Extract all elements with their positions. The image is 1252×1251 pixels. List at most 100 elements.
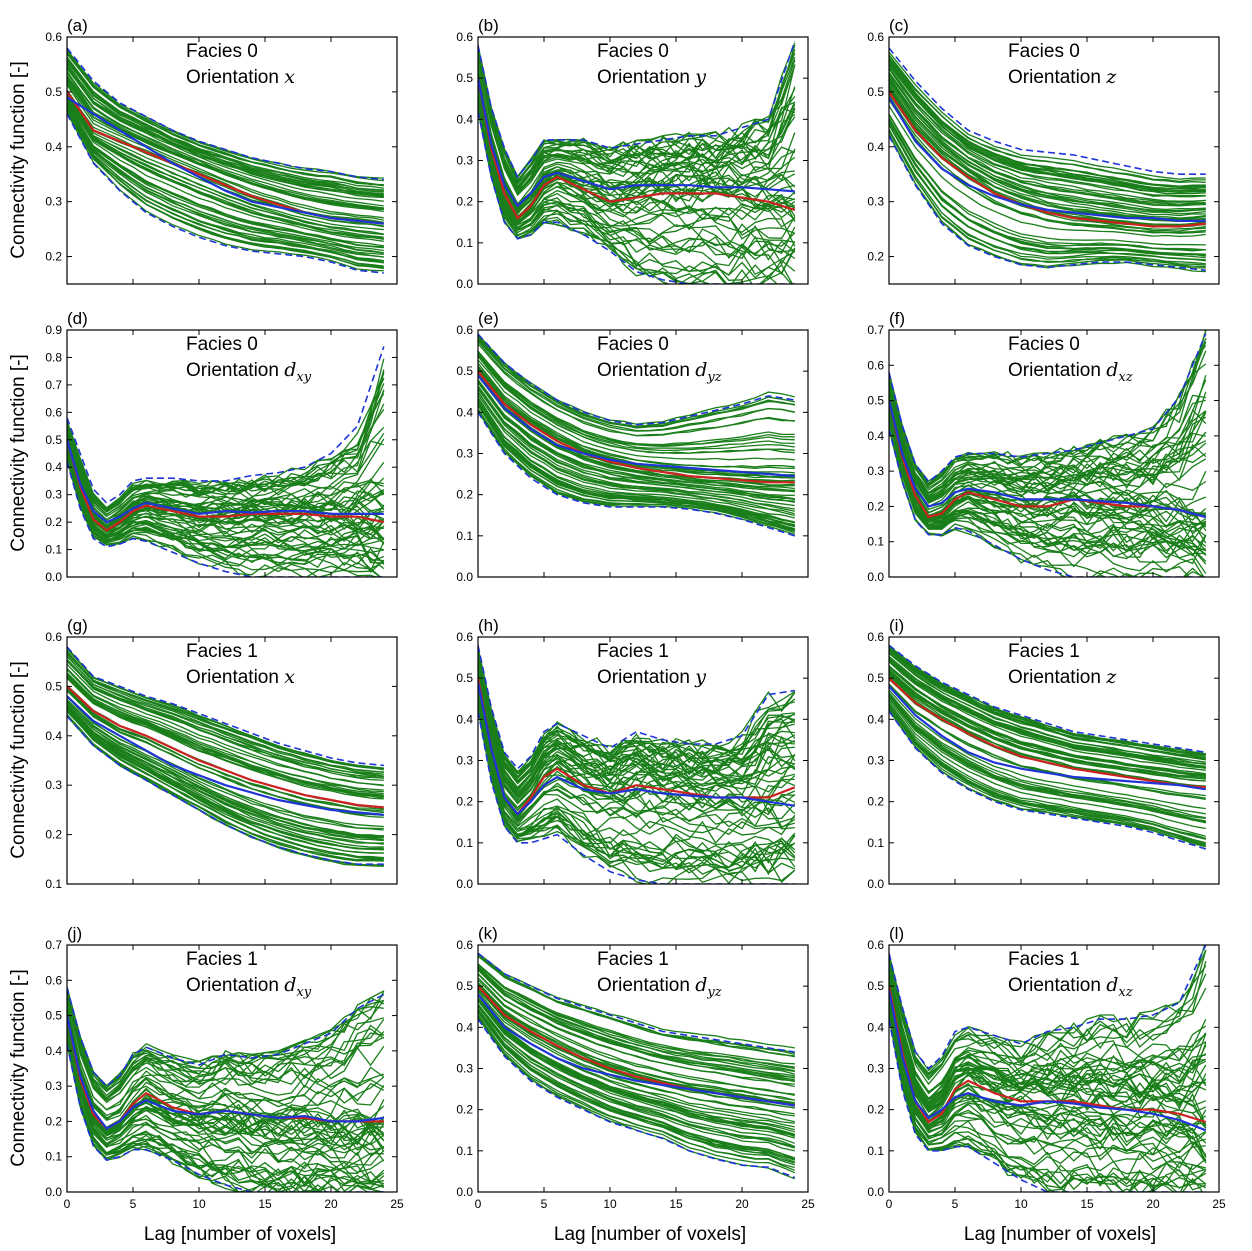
realization-line: [478, 1004, 796, 1148]
realization-line: [478, 1005, 795, 1152]
y-tick-label: 0.5: [867, 671, 884, 685]
realization-line: [478, 707, 796, 884]
reference-line: [889, 400, 1207, 519]
realization-line: [478, 98, 795, 261]
plot-area: [889, 644, 1207, 850]
envelope-upper-line: [889, 47, 1206, 175]
y-tick-label: 0.0: [456, 277, 473, 291]
facies-annotation: Facies 0: [186, 41, 258, 62]
realization-line: [478, 1000, 795, 1139]
y-tick-label: 0.5: [456, 364, 473, 378]
y-tick-label: 0.5: [867, 394, 884, 408]
realization-line: [889, 978, 1206, 1112]
realization-line: [478, 385, 795, 500]
envelope-upper-line: [67, 346, 385, 504]
realization-line: [478, 963, 795, 1065]
realization-line: [67, 103, 384, 248]
y-tick-label: 0.2: [45, 250, 62, 264]
realization-line: [889, 133, 1206, 273]
x-tick-label: 10: [192, 1197, 206, 1211]
y-tick-label: 0.4: [456, 712, 473, 726]
y-tick-label: 0.2: [456, 488, 473, 502]
y-tick-label: 0.3: [45, 195, 62, 209]
panel-label: (h): [478, 616, 499, 635]
y-axis-label: Connectivity function [-]: [8, 661, 29, 858]
y-tick-label: 0.3: [456, 154, 473, 168]
realization-line: [67, 454, 384, 562]
realization-line: [889, 80, 1206, 212]
orientation-annotation: Orientation y: [597, 66, 706, 88]
realization-line: [889, 79, 1206, 217]
y-tick-label: 0.3: [867, 195, 884, 209]
panel-label: (l): [889, 924, 904, 943]
y-tick-label: 0.2: [456, 795, 473, 809]
facies-annotation: Facies 1: [597, 949, 669, 970]
realization-line: [67, 696, 384, 830]
envelope-upper-line: [478, 645, 795, 770]
realization-line: [889, 995, 1207, 1162]
y-tick-label: 0.1: [456, 1144, 473, 1158]
reference-line: [478, 993, 795, 1107]
realization-line: [67, 659, 384, 777]
realization-line: [889, 51, 1206, 180]
realization-line: [478, 388, 795, 512]
y-tick-label: 0.2: [867, 795, 884, 809]
realization-line: [478, 964, 795, 1070]
axes-frame: [66, 36, 398, 285]
realization-line: [478, 408, 795, 534]
realization-line: [478, 659, 796, 789]
facies-annotation: Facies 0: [597, 41, 669, 62]
realization-line: [478, 397, 795, 519]
envelope-upper-line: [67, 987, 385, 1088]
realization-line: [889, 1002, 1207, 1169]
y-tick-label: 0.3: [45, 1079, 62, 1093]
realization-line: [889, 992, 1207, 1158]
x-tick-label: 25: [1212, 1197, 1226, 1211]
realization-line: [889, 118, 1206, 255]
realization-line: [478, 66, 796, 206]
realization-line: [67, 445, 385, 541]
realization-line: [67, 710, 384, 859]
realization-line: [889, 945, 1206, 1072]
realization-line: [889, 652, 1206, 765]
realization-line: [67, 667, 384, 787]
envelope-lower-line: [478, 110, 795, 284]
y-tick-label: 0.4: [45, 729, 62, 743]
realization-line: [478, 340, 795, 437]
realization-line: [478, 359, 795, 461]
plot-area: [889, 330, 1207, 577]
plot-area: [478, 333, 796, 537]
realization-line: [67, 994, 384, 1100]
realization-line: [889, 675, 1206, 788]
plot-area: [67, 346, 385, 577]
x-axis-label: Lag [number of voxels]: [554, 1224, 746, 1245]
realization-line: [67, 687, 384, 814]
realization-line: [478, 353, 795, 452]
realization-line: [889, 379, 1207, 494]
realization-line: [889, 379, 1206, 491]
y-tick-label: 0.1: [456, 236, 473, 250]
realization-line: [889, 979, 1206, 1113]
realization-line: [889, 670, 1206, 779]
y-tick-label: 0.1: [867, 1144, 884, 1158]
y-tick-label: 0.0: [45, 570, 62, 584]
plot-area: [478, 40, 796, 284]
x-tick-label: 0: [475, 1197, 482, 1211]
realization-line: [889, 982, 1207, 1118]
mean-line: [67, 685, 384, 809]
envelope-lower-line: [67, 461, 384, 577]
realization-line: [889, 410, 1207, 557]
y-tick-label: 0.6: [867, 630, 884, 644]
realization-line: [478, 983, 795, 1101]
y-tick-label: 0.4: [45, 1044, 62, 1058]
mean-line: [67, 439, 385, 532]
y-tick-label: 0.5: [45, 679, 62, 693]
realization-line: [889, 975, 1207, 1105]
y-tick-label: 0.8: [45, 350, 62, 364]
realization-line: [889, 695, 1206, 822]
realization-line: [478, 391, 795, 510]
realization-line: [889, 989, 1206, 1129]
realization-line: [478, 703, 796, 874]
realization-line: [889, 393, 1207, 511]
y-tick-label: 0.0: [456, 570, 473, 584]
